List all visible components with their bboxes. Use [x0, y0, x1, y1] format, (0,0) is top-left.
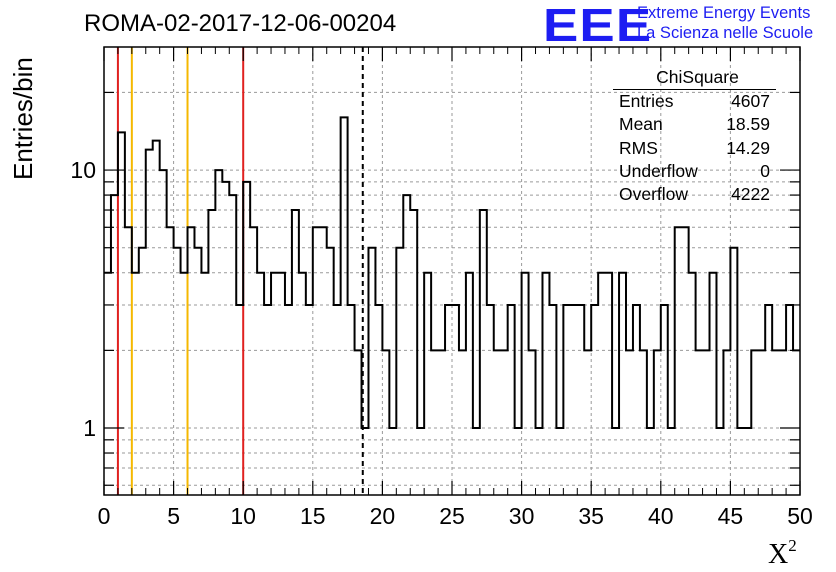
- stats-label: Overflow: [619, 184, 689, 205]
- axis-ticks: [103, 47, 801, 495]
- logo-line-1: Extreme Energy Events: [637, 4, 811, 22]
- x-tick-label: 50: [787, 503, 813, 529]
- x-tick-label: 45: [718, 503, 744, 529]
- chart-title: ROMA-02-2017-12-06-00204: [84, 10, 397, 37]
- stats-row-rms: RMS 14.29: [613, 137, 776, 160]
- stats-value: 18.59: [726, 114, 770, 135]
- stats-row-mean: Mean 18.59: [613, 113, 776, 136]
- x-tick-label: 40: [648, 503, 674, 529]
- logo-line-2: La Scienza nelle Scuole: [637, 24, 814, 42]
- stats-title: ChiSquare: [656, 67, 739, 87]
- x-tick-label: 0: [98, 503, 111, 529]
- stats-label: Entries: [619, 91, 674, 111]
- x-tick-label: 10: [230, 503, 256, 529]
- stats-value: 14.29: [726, 137, 770, 158]
- axis-tick-labels: 0 5 10 15 20 25 30 35 40 45 50 1 10: [70, 157, 812, 529]
- y-tick-label: 10: [70, 157, 96, 183]
- x-tick-label: 20: [370, 503, 396, 529]
- x-axis-label-superscript: 2: [788, 536, 797, 555]
- x-tick-label: 15: [300, 503, 326, 529]
- stats-box: ChiSquare Entries 4607 Mean 18.59 RMS 14.29…: [613, 65, 776, 206]
- x-axis-label: X2: [768, 536, 797, 571]
- stats-label: RMS: [619, 137, 658, 158]
- stats-value: 0: [760, 160, 770, 181]
- stats-row-overflow: Overflow 4222: [613, 183, 776, 206]
- stats-value: 4607: [731, 91, 770, 111]
- y-tick-label: 1: [83, 415, 96, 441]
- stats-label: Underflow: [619, 160, 698, 181]
- stats-value: 4222: [731, 184, 770, 205]
- stats-label: Mean: [619, 114, 663, 135]
- eee-logo: EEE: [543, 0, 653, 51]
- x-tick-label: 35: [578, 503, 604, 529]
- stats-row-underflow: Underflow 0: [613, 160, 776, 183]
- y-axis-label: Entries/bin: [8, 57, 38, 180]
- x-tick-label: 25: [439, 503, 465, 529]
- x-tick-label: 30: [509, 503, 535, 529]
- stats-row-entries: Entries 4607: [613, 90, 776, 113]
- x-axis-label-base: X: [768, 539, 789, 570]
- histogram-series: [104, 116, 800, 430]
- x-tick-label: 5: [167, 503, 180, 529]
- stats-divider: [613, 89, 776, 90]
